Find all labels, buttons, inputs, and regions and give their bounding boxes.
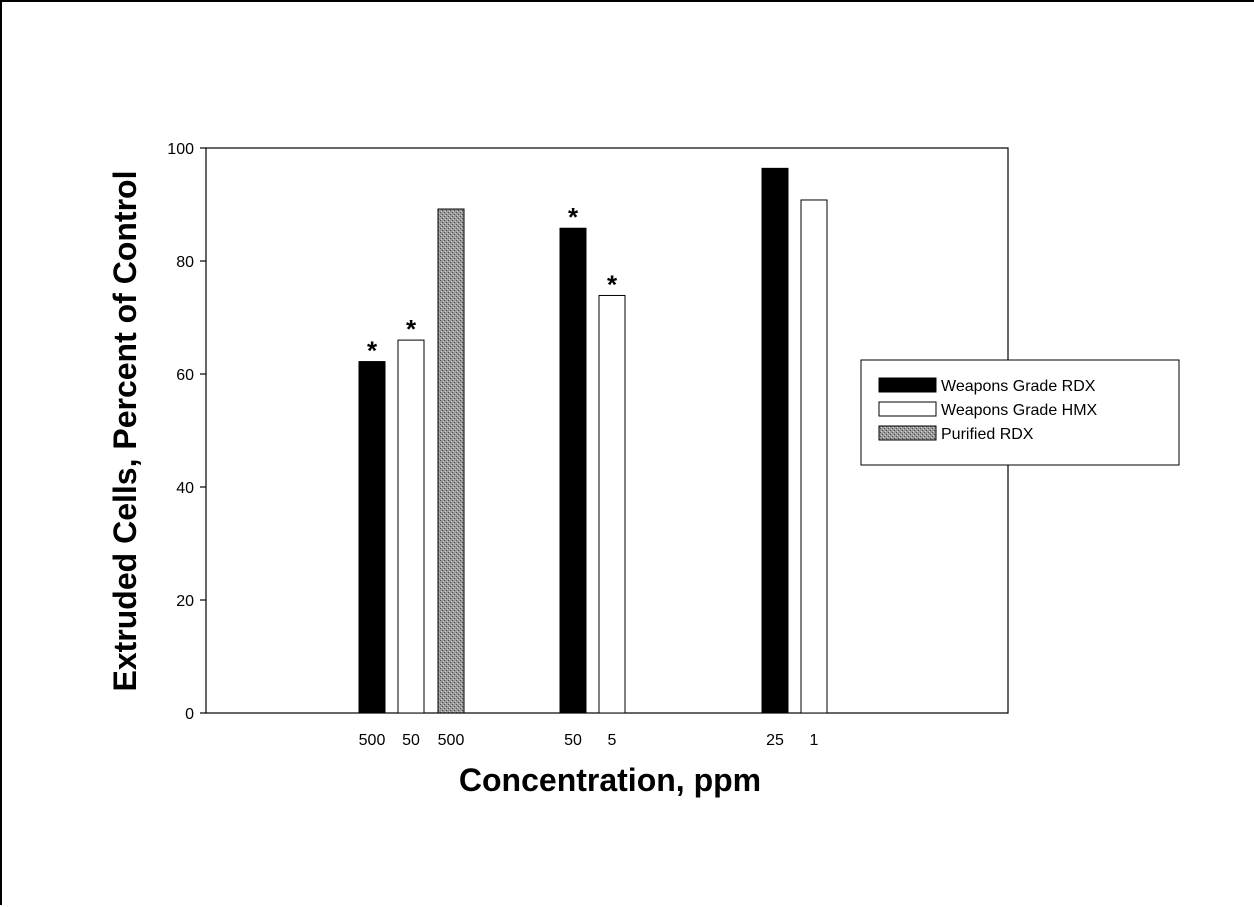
bar-weapons-grade-hmx-1 <box>800 199 828 714</box>
bars <box>358 167 828 714</box>
y-tick-label: 80 <box>176 254 194 271</box>
legend-swatch-purified-rdx <box>878 425 937 441</box>
bar-weapons-grade-hmx-50 <box>397 339 425 714</box>
x-tick-label: 1 <box>810 732 819 749</box>
bar-weapons-grade-hmx-5 <box>598 294 626 714</box>
legend: Weapons Grade RDX Weapons Grade HMX Purifi… <box>860 359 1180 466</box>
legend-swatch-weapons-grade-hmx <box>878 401 937 417</box>
significance-star: * <box>367 336 378 366</box>
significance-markers: * * * * <box>367 202 618 365</box>
x-tick-label: 50 <box>564 732 582 749</box>
x-tick-label: 500 <box>438 732 465 749</box>
bar-weapons-grade-rdx-25 <box>761 167 789 714</box>
significance-star: * <box>607 269 618 299</box>
x-tick-label: 5 <box>608 732 617 749</box>
bar-weapons-grade-rdx-500 <box>358 361 386 714</box>
bar-weapons-grade-rdx-50 <box>559 227 587 714</box>
y-tick-label: 60 <box>176 367 194 384</box>
x-axis-title: Concentration, ppm <box>459 762 761 798</box>
legend-label: Weapons Grade RDX <box>941 378 1096 395</box>
y-tick-label: 20 <box>176 593 194 610</box>
legend-label: Weapons Grade HMX <box>941 402 1098 419</box>
legend-label: Purified RDX <box>941 426 1034 443</box>
x-axis-tick-labels: 500 50 500 50 5 25 1 <box>359 732 819 749</box>
significance-star: * <box>406 314 417 344</box>
legend-swatch-weapons-grade-rdx <box>878 377 937 393</box>
x-tick-label: 25 <box>766 732 784 749</box>
y-tick-label: 40 <box>176 480 194 497</box>
x-tick-label: 50 <box>402 732 420 749</box>
x-tick-label: 500 <box>359 732 386 749</box>
y-tick-label: 0 <box>185 706 194 723</box>
y-tick-label: 100 <box>167 141 194 158</box>
significance-star: * <box>568 202 579 232</box>
y-axis: 0 20 40 60 80 100 <box>167 141 206 723</box>
y-axis-title: Extruded Cells, Percent of Control <box>107 171 143 692</box>
bar-purified-rdx-500 <box>437 208 465 714</box>
